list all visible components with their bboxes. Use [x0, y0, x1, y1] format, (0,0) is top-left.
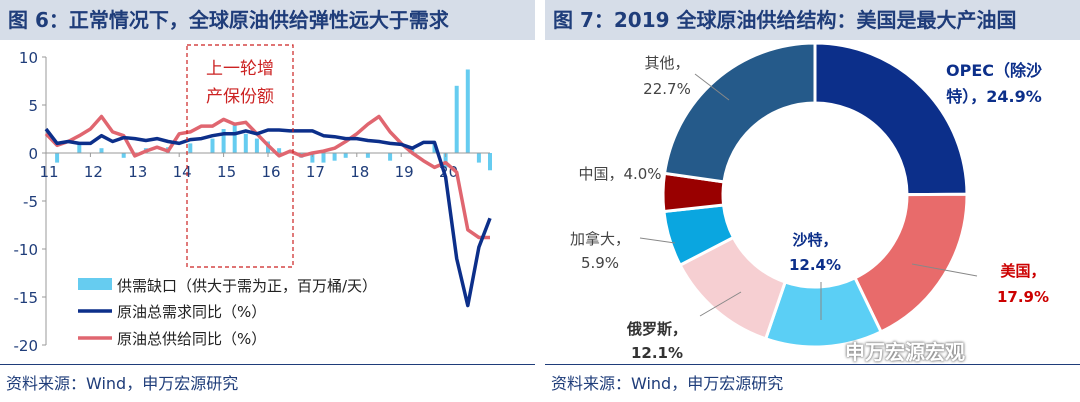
slice-label-name: 中国，4.0% — [578, 165, 661, 183]
label-leader — [694, 73, 730, 101]
gap-bar — [77, 143, 82, 153]
y-tick-label: 0 — [28, 145, 38, 163]
figure-7-panel: 图 7：2019 全球原油供给结构：美国是最大产油国 OPEC（除沙 特），24.… — [545, 0, 1080, 402]
gap-bar — [243, 133, 248, 153]
gap-bar — [410, 147, 415, 153]
slice-label-name: 俄罗斯， — [626, 320, 687, 338]
gap-bar — [277, 148, 282, 153]
y-tick-label: 5 — [28, 97, 38, 115]
supply-line — [44, 114, 490, 240]
annotation-text: 上一轮增 — [206, 59, 274, 79]
gap-bar — [454, 85, 459, 153]
slice-label-value: 12.4% — [789, 256, 841, 274]
pie-slice — [813, 41, 969, 197]
gap-bar — [210, 138, 215, 153]
annotation-box — [186, 44, 294, 268]
figure-7-source-divider — [545, 364, 1080, 365]
demand-line — [44, 127, 492, 308]
figure-7-chart: OPEC（除沙特），24.9% 美国， 17.9% 沙特， 12.4% 俄罗斯， 12.1%… — [570, 41, 1049, 362]
y-tick-label: -15 — [14, 289, 39, 307]
label-leader — [911, 263, 978, 277]
gap-bar — [55, 153, 60, 163]
y-tick-label: -5 — [23, 193, 38, 211]
watermark: 申万宏源宏观 — [845, 340, 965, 364]
figure-6-source: 资料来源：Wind，申万宏源研究 — [6, 374, 239, 393]
x-tick-label: 15 — [217, 163, 236, 181]
slice-label-name: 沙特， — [792, 231, 837, 249]
legend-gap-swatch — [78, 278, 112, 290]
y-tick-label: -10 — [14, 241, 39, 259]
slice-label-value: 特），24.9% — [946, 87, 1042, 106]
gap-bar — [365, 153, 370, 158]
gap-bar — [232, 124, 237, 153]
gap-bar — [221, 129, 226, 153]
gap-bar — [121, 153, 126, 158]
figure-6-source-divider — [0, 364, 535, 365]
gap-bar — [343, 153, 348, 158]
slice-label-name: 其他， — [644, 54, 689, 72]
gap-bar — [254, 138, 259, 153]
annotation-text: 产保份额 — [206, 87, 274, 107]
y-tick-label: 10 — [19, 49, 38, 67]
slice-label-name: 美国， — [1000, 262, 1045, 280]
x-tick-label: 11 — [39, 163, 58, 181]
legend-supply-label: 原油总供给同比（%） — [117, 330, 266, 348]
gap-bar — [488, 153, 492, 171]
x-tick-label: 16 — [261, 163, 280, 181]
gap-bar — [321, 153, 326, 163]
gap-bar — [99, 148, 104, 153]
gap-bar — [310, 153, 315, 163]
slice-label-value: 5.9% — [581, 254, 619, 272]
gap-bar — [188, 143, 193, 153]
x-tick-label: 12 — [84, 163, 103, 181]
x-tick-label: 14 — [173, 163, 192, 181]
slice-label-value: 12.1% — [631, 344, 683, 362]
figure-6-title: 图 6：正常情况下，全球原油供给弹性远大于需求 — [0, 0, 535, 40]
legend-gap-label: 供需缺口（供大于需为正，百万桶/天） — [117, 277, 377, 295]
gap-bar — [432, 143, 437, 153]
label-leader — [699, 291, 742, 317]
y-tick-label: -20 — [14, 337, 39, 355]
slice-label-value: 17.9% — [997, 288, 1049, 306]
slice-label-value: 22.7% — [643, 80, 691, 98]
slice-label-name: OPEC（除沙 — [946, 61, 1042, 80]
x-tick-label: 19 — [395, 163, 414, 181]
x-tick-label: 13 — [128, 163, 147, 181]
gap-bar — [476, 153, 481, 163]
label-leader — [639, 237, 676, 244]
slice-label-name: 加拿大， — [570, 230, 630, 248]
figure-7-source: 资料来源：Wind，申万宏源研究 — [551, 374, 784, 393]
legend-demand-label: 原油总需求同比（%） — [117, 303, 266, 321]
x-tick-label: 18 — [350, 163, 369, 181]
gap-bar — [332, 153, 337, 161]
figure-6-panel: 图 6：正常情况下，全球原油供给弹性远大于需求 10 5 0 -5 -10 -15 -20 1… — [0, 0, 535, 402]
pie-slice — [662, 41, 817, 184]
x-tick-label: 17 — [306, 163, 325, 181]
gap-bar — [388, 153, 393, 161]
figure-7-title: 图 7：2019 全球原油供给结构：美国是最大产油国 — [545, 0, 1080, 40]
gap-bar — [443, 153, 448, 168]
gap-bar — [465, 69, 470, 153]
